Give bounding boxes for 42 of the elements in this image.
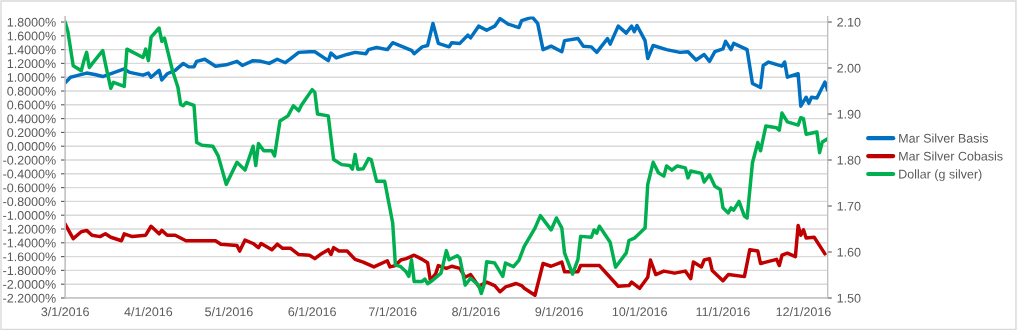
- legend-label: Mar Silver Cobasis: [899, 151, 1003, 161]
- y-tick-label: -1.2000%: [3, 224, 56, 234]
- y-tick-label: 0.0000%: [7, 142, 56, 151]
- y-tick-label: 0.8000%: [7, 86, 56, 96]
- legend-label: Mar Silver Basis: [899, 133, 989, 143]
- y-tick-label: -2.0000%: [3, 279, 56, 289]
- x-tick-label: 9/1/2016: [535, 307, 583, 317]
- y-tick-label: -0.6000%: [3, 183, 56, 193]
- y-tick-label: -0.2000%: [3, 155, 56, 165]
- x-tick-label: 5/1/2016: [205, 307, 253, 317]
- line-series: [65, 16, 828, 108]
- y2-tick-label: 1.50: [837, 293, 861, 303]
- x-tick-label: 11/1/2016: [696, 307, 750, 317]
- y-tick-label: -0.4000%: [3, 169, 56, 179]
- y2-tick-label: 1.90: [837, 109, 861, 119]
- y-tick-label: 1.2000%: [7, 59, 56, 69]
- legend-label: Dollar (g silver): [899, 169, 982, 181]
- x-tick-label: 8/1/2016: [452, 307, 500, 317]
- y-tick-label: 0.2000%: [7, 128, 56, 138]
- y-tick-label: 1.6000%: [7, 31, 56, 41]
- x-tick-label: 6/1/2016: [288, 307, 336, 317]
- x-tick-label: 7/1/2016: [369, 307, 417, 317]
- y-tick-label: 0.4000%: [7, 114, 56, 124]
- y-tick-label: 1.8000%: [7, 17, 56, 27]
- y-tick-label: -0.8000%: [3, 197, 56, 207]
- x-tick-label: 10/1/2016: [612, 307, 667, 317]
- y2-tick-label: 2.10: [837, 17, 861, 27]
- y-tick-label: -1.4000%: [3, 238, 56, 248]
- y-tick-label: -1.0000%: [3, 211, 56, 220]
- y-tick-label: -2.2000%: [3, 293, 56, 303]
- x-tick-label: 3/1/2016: [41, 307, 89, 317]
- y2-tick-label: 1.60: [837, 247, 861, 257]
- y2-tick-label: 2.00: [837, 63, 861, 73]
- x-tick-label: 4/1/2016: [124, 307, 173, 317]
- y-tick-label: -1.6000%: [3, 252, 56, 262]
- y-tick-label: 1.0000%: [7, 73, 56, 82]
- y-tick-label: 1.4000%: [7, 45, 56, 55]
- x-tick-label: 12/1/2016: [776, 307, 831, 317]
- y-tick-label: 0.6000%: [7, 100, 56, 110]
- y2-tick-label: 1.80: [837, 155, 861, 165]
- y-tick-label: -1.8000%: [3, 266, 56, 276]
- y2-tick-label: 1.70: [837, 201, 861, 211]
